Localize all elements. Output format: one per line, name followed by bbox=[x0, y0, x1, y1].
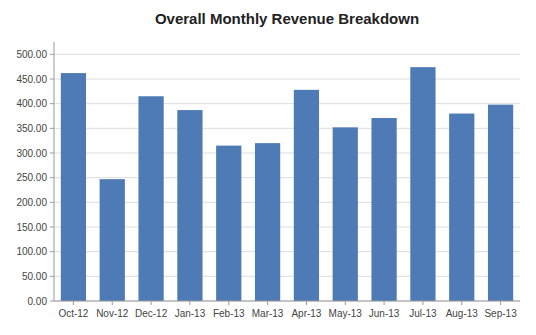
bar bbox=[100, 179, 125, 301]
y-tick-label: 450.00 bbox=[16, 74, 47, 85]
y-tick-label: 0.00 bbox=[28, 296, 48, 307]
x-tick-label: Oct-12 bbox=[58, 308, 88, 319]
bar bbox=[216, 146, 241, 301]
y-tick-label: 250.00 bbox=[16, 172, 47, 183]
x-tick-label: Sep-13 bbox=[484, 308, 517, 319]
grid-line bbox=[54, 79, 520, 80]
bar bbox=[333, 127, 358, 301]
grid bbox=[54, 54, 520, 301]
bar bbox=[371, 118, 396, 301]
x-tick bbox=[461, 301, 462, 305]
chart-title: Overall Monthly Revenue Breakdown bbox=[155, 10, 419, 27]
x-tick-label: Nov-12 bbox=[96, 308, 129, 319]
bar bbox=[449, 114, 474, 301]
bar bbox=[177, 110, 202, 301]
bar bbox=[255, 143, 280, 301]
bars bbox=[61, 67, 513, 301]
x-tick-label: Apr-13 bbox=[291, 308, 321, 319]
x-tick-label: Aug-13 bbox=[446, 308, 479, 319]
x-tick bbox=[345, 301, 346, 305]
x-axis-line bbox=[54, 301, 520, 302]
bar bbox=[488, 105, 513, 301]
x-tick bbox=[384, 301, 385, 305]
y-tick bbox=[50, 251, 54, 252]
y-tick-label: 150.00 bbox=[16, 222, 47, 233]
y-tick bbox=[50, 128, 54, 129]
y-tick bbox=[50, 227, 54, 228]
x-tick-label: Dec-12 bbox=[135, 308, 168, 319]
y-tick bbox=[50, 153, 54, 154]
bar bbox=[294, 90, 319, 301]
y-tick bbox=[50, 103, 54, 104]
x-tick-label: Feb-13 bbox=[213, 308, 245, 319]
y-tick bbox=[50, 54, 54, 55]
x-tick bbox=[228, 301, 229, 305]
y-tick-label: 200.00 bbox=[16, 197, 47, 208]
x-tick bbox=[189, 301, 190, 305]
y-tick-label: 100.00 bbox=[16, 246, 47, 257]
x-tick bbox=[151, 301, 152, 305]
x-tick bbox=[306, 301, 307, 305]
x-tick bbox=[112, 301, 113, 305]
chart-container: Overall Monthly Revenue Breakdown 0.00 50.… bbox=[0, 0, 536, 335]
y-tick-label: 500.00 bbox=[16, 49, 47, 60]
y-tick-label: 400.00 bbox=[16, 98, 47, 109]
x-tick bbox=[500, 301, 501, 305]
axes: 0.00 50.00 100.00 150.00 200.00 250.00 300.00 3… bbox=[16, 49, 54, 307]
grid-line bbox=[54, 301, 520, 302]
x-tick-label: Jun-13 bbox=[369, 308, 400, 319]
x-tick-label: Mar-13 bbox=[252, 308, 284, 319]
grid-line bbox=[54, 54, 520, 55]
bar bbox=[138, 96, 163, 301]
y-tick-label: 300.00 bbox=[16, 148, 47, 159]
y-axis-line bbox=[54, 42, 55, 301]
y-tick bbox=[50, 276, 54, 277]
x-tick-label: Jan-13 bbox=[175, 308, 206, 319]
y-tick-label: 350.00 bbox=[16, 123, 47, 134]
x-tick-label: Jul-13 bbox=[409, 308, 437, 319]
chart-svg: Overall Monthly Revenue Breakdown 0.00 50.… bbox=[0, 0, 536, 335]
grid-line bbox=[54, 103, 520, 104]
x-tick bbox=[73, 301, 74, 305]
x-tick bbox=[267, 301, 268, 305]
x-tick-label: May-13 bbox=[329, 308, 363, 319]
y-tick bbox=[50, 177, 54, 178]
x-tick bbox=[422, 301, 423, 305]
bar bbox=[61, 73, 86, 301]
y-tick-label: 50.00 bbox=[22, 271, 47, 282]
y-tick bbox=[50, 79, 54, 80]
y-tick bbox=[50, 202, 54, 203]
y-tick bbox=[50, 301, 54, 302]
bar bbox=[410, 67, 435, 301]
